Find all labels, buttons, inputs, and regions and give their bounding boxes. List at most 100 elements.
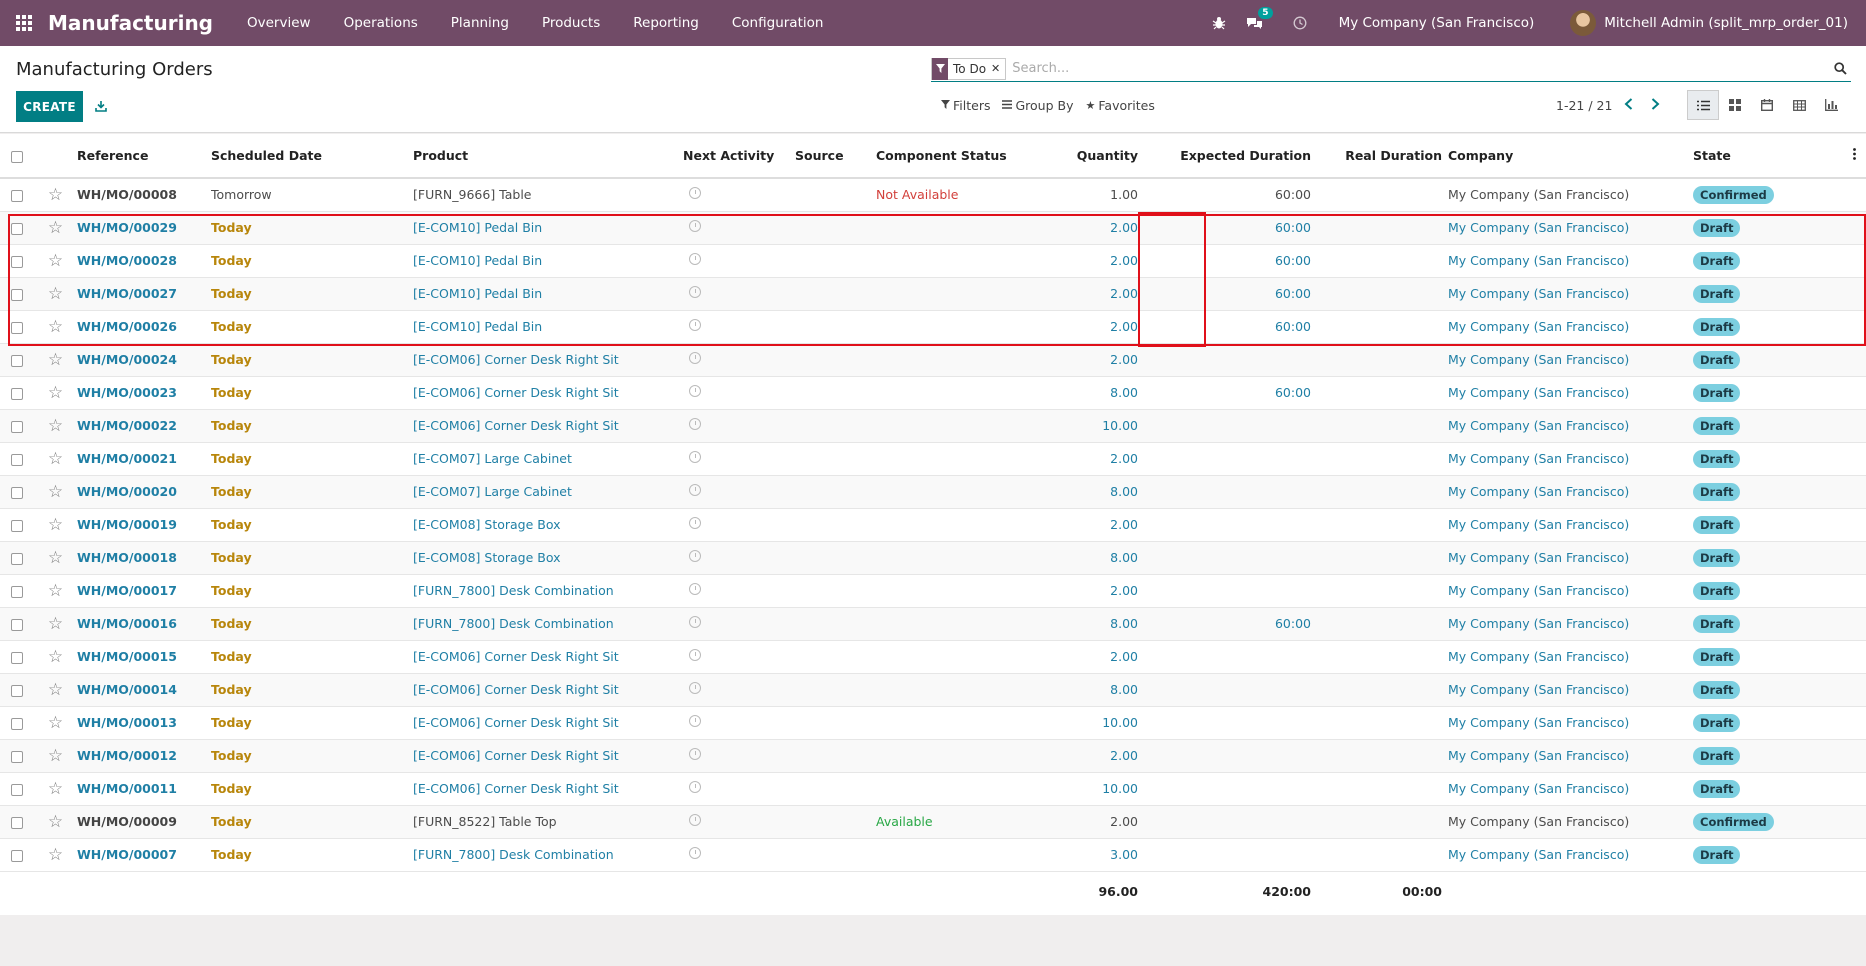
row-checkbox[interactable] <box>11 354 23 367</box>
table-row[interactable]: ☆ WH/MO/00026 Today [E-COM10] Pedal Bin 2.00… <box>0 310 1866 344</box>
search-input[interactable] <box>1012 61 1829 76</box>
menu-operations[interactable]: Operations <box>343 15 418 31</box>
col-source[interactable]: Source <box>795 134 876 179</box>
menu-overview[interactable]: Overview <box>247 15 311 31</box>
row-checkbox[interactable] <box>11 420 23 433</box>
activity-clock-icon[interactable] <box>689 682 701 694</box>
cell-reference[interactable]: WH/MO/00020 <box>77 475 211 509</box>
page-title[interactable]: Manufacturing Orders <box>16 59 213 80</box>
messages-icon[interactable]: 5 <box>1246 7 1273 30</box>
app-brand[interactable]: Manufacturing <box>48 11 213 35</box>
menu-reporting[interactable]: Reporting <box>633 15 699 31</box>
priority-star-icon[interactable]: ☆ <box>47 184 64 205</box>
facet-remove-icon[interactable]: ✕ <box>991 62 1001 75</box>
activity-clock-icon[interactable] <box>689 517 701 529</box>
priority-star-icon[interactable]: ☆ <box>47 316 64 337</box>
chevron-left-icon[interactable] <box>1620 96 1636 112</box>
table-row[interactable]: ☆ WH/MO/00018 Today [E-COM08] Storage Box 8.… <box>0 541 1866 575</box>
row-checkbox[interactable] <box>11 255 23 268</box>
table-row[interactable]: ☆ WH/MO/00017 Today [FURN_7800] Desk Combin… <box>0 574 1866 608</box>
table-row[interactable]: ☆ WH/MO/00027 Today [E-COM10] Pedal Bin 2.00… <box>0 277 1866 311</box>
col-component-status[interactable]: Component Status <box>876 134 1038 179</box>
cell-reference[interactable]: WH/MO/00017 <box>77 574 211 608</box>
col-state[interactable]: State <box>1693 134 1866 179</box>
priority-star-icon[interactable]: ☆ <box>47 580 64 601</box>
activity-clock-icon[interactable] <box>1293 16 1307 30</box>
priority-star-icon[interactable]: ☆ <box>47 415 64 436</box>
calendar-view-icon[interactable] <box>1751 90 1783 120</box>
cell-reference[interactable]: WH/MO/00011 <box>77 772 211 806</box>
cell-reference[interactable]: WH/MO/00014 <box>77 673 211 707</box>
activity-clock-icon[interactable] <box>689 781 701 793</box>
pivot-view-icon[interactable] <box>1783 90 1815 120</box>
cell-reference[interactable]: WH/MO/00018 <box>77 541 211 575</box>
table-row[interactable]: ☆ WH/MO/00019 Today [E-COM08] Storage Box 2.… <box>0 508 1866 542</box>
cell-reference[interactable]: WH/MO/00015 <box>77 640 211 674</box>
activity-clock-icon[interactable] <box>689 418 701 430</box>
cell-reference[interactable]: WH/MO/00016 <box>77 607 211 641</box>
activity-clock-icon[interactable] <box>689 286 701 298</box>
priority-star-icon[interactable]: ☆ <box>47 646 64 667</box>
row-checkbox[interactable] <box>11 288 23 301</box>
row-checkbox[interactable] <box>11 453 23 466</box>
activity-clock-icon[interactable] <box>689 550 701 562</box>
cell-reference[interactable]: WH/MO/00012 <box>77 739 211 773</box>
table-row[interactable]: ☆ WH/MO/00009 Today [FURN_8522] Table Top Av… <box>0 805 1866 839</box>
priority-star-icon[interactable]: ☆ <box>47 811 64 832</box>
priority-star-icon[interactable]: ☆ <box>47 712 64 733</box>
col-company[interactable]: Company <box>1448 134 1693 179</box>
priority-star-icon[interactable]: ☆ <box>47 613 64 634</box>
col-quantity[interactable]: Quantity <box>1038 134 1150 179</box>
user-avatar[interactable] <box>1570 10 1597 36</box>
table-row[interactable]: ☆ WH/MO/00007 Today [FURN_7800] Desk Combin… <box>0 838 1866 872</box>
row-checkbox[interactable] <box>11 651 23 664</box>
user-menu[interactable]: Mitchell Admin (split_mrp_order_01) <box>1604 15 1848 31</box>
cell-reference[interactable]: WH/MO/00013 <box>77 706 211 740</box>
activity-clock-icon[interactable] <box>689 319 701 331</box>
chevron-right-icon[interactable] <box>1647 96 1663 112</box>
row-checkbox[interactable] <box>11 618 23 631</box>
create-button[interactable]: CREATE <box>16 91 83 122</box>
row-checkbox[interactable] <box>11 783 23 796</box>
table-row[interactable]: ☆ WH/MO/00008 Tomorrow [FURN_9666] Table Not… <box>0 178 1866 212</box>
priority-star-icon[interactable]: ☆ <box>47 514 64 535</box>
activity-clock-icon[interactable] <box>689 220 701 232</box>
activity-clock-icon[interactable] <box>689 253 701 265</box>
pager-value[interactable]: 1-21 / 21 <box>1556 98 1613 113</box>
debug-bug-icon[interactable] <box>1212 16 1226 30</box>
activity-clock-icon[interactable] <box>689 451 701 463</box>
menu-products[interactable]: Products <box>541 15 601 31</box>
row-checkbox[interactable] <box>11 816 23 829</box>
table-row[interactable]: ☆ WH/MO/00021 Today [E-COM07] Large Cabinet… <box>0 442 1866 476</box>
table-row[interactable]: ☆ WH/MO/00014 Today [E-COM06] Corner Desk R… <box>0 673 1866 707</box>
activity-clock-icon[interactable] <box>689 616 701 628</box>
kanban-view-icon[interactable] <box>1719 90 1751 120</box>
table-row[interactable]: ☆ WH/MO/00022 Today [E-COM06] Corner Desk R… <box>0 409 1866 443</box>
row-checkbox[interactable] <box>11 222 23 235</box>
activity-clock-icon[interactable] <box>689 385 701 397</box>
table-row[interactable]: ☆ WH/MO/00023 Today [E-COM06] Corner Desk R… <box>0 376 1866 410</box>
activity-clock-icon[interactable] <box>689 814 701 826</box>
cell-reference[interactable]: WH/MO/00021 <box>77 442 211 476</box>
activity-clock-icon[interactable] <box>689 583 701 595</box>
apps-menu-icon[interactable] <box>0 0 48 46</box>
priority-star-icon[interactable]: ☆ <box>47 844 64 865</box>
row-checkbox[interactable] <box>11 387 23 400</box>
cell-reference[interactable]: WH/MO/00019 <box>77 508 211 542</box>
priority-star-icon[interactable]: ☆ <box>47 547 64 568</box>
row-checkbox[interactable] <box>11 189 23 202</box>
row-checkbox[interactable] <box>11 717 23 730</box>
cell-reference[interactable]: WH/MO/00009 <box>77 805 211 839</box>
table-row[interactable]: ☆ WH/MO/00012 Today [E-COM06] Corner Desk R… <box>0 739 1866 773</box>
col-scheduled-date[interactable]: Scheduled Date <box>211 134 413 179</box>
row-checkbox[interactable] <box>11 849 23 862</box>
select-all-checkbox[interactable] <box>11 150 23 163</box>
filters-button[interactable]: Filters <box>941 98 990 113</box>
menu-planning[interactable]: Planning <box>450 15 509 31</box>
favorites-button[interactable]: ★ Favorites <box>1086 98 1155 113</box>
activity-clock-icon[interactable] <box>689 748 701 760</box>
cell-reference[interactable]: WH/MO/00007 <box>77 838 211 872</box>
download-icon[interactable] <box>91 96 111 116</box>
cell-reference[interactable]: WH/MO/00029 <box>77 211 211 245</box>
activity-clock-icon[interactable] <box>689 847 701 859</box>
